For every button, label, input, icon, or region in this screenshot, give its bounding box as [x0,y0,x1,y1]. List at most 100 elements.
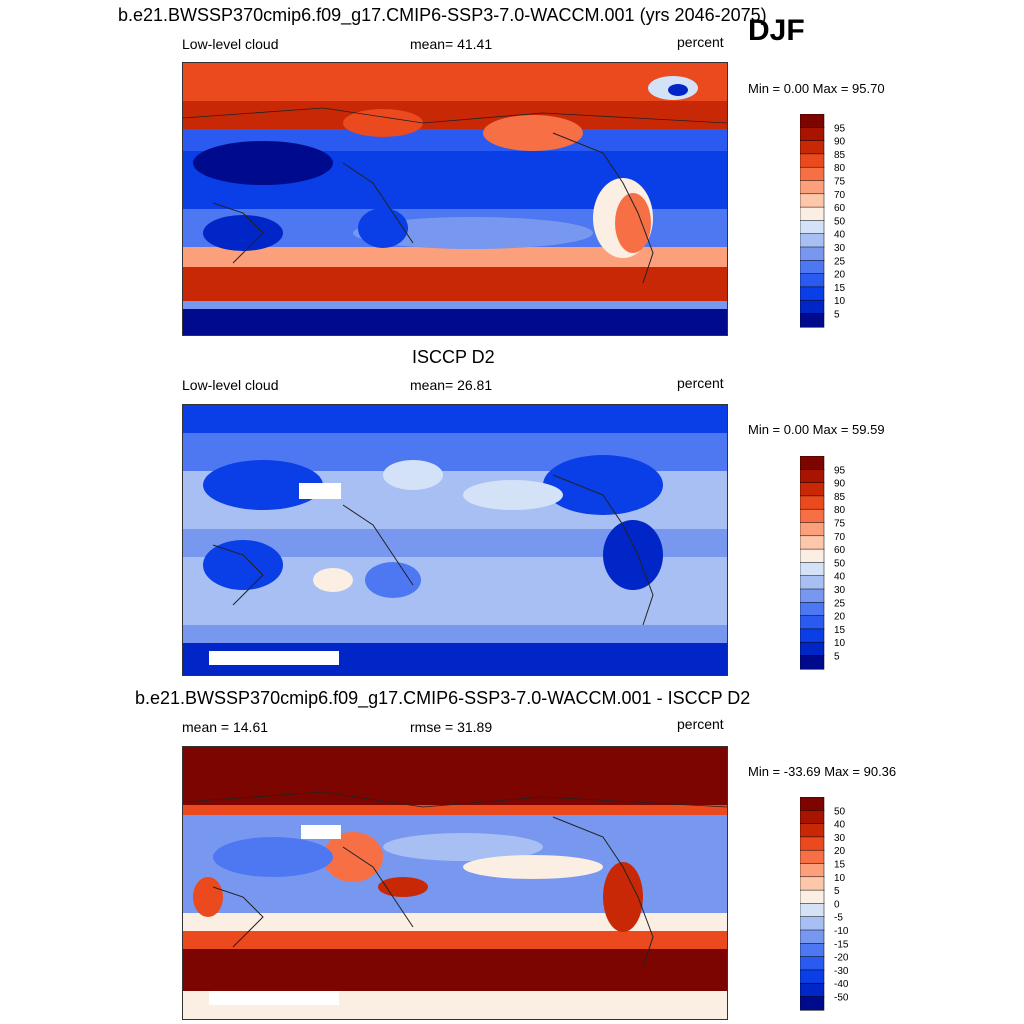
map-feature [193,141,333,185]
colorbar-box [800,140,825,155]
map-band [183,63,727,103]
colorbar-box [800,286,825,301]
colorbar-box [800,233,825,248]
colorbar-label: 20 [834,612,846,623]
colorbar-box [800,220,825,235]
colorbar-box [800,456,825,471]
colorbar-label: 40 [834,230,846,241]
missing-data [301,825,341,839]
missing-data [299,483,341,499]
colorbar-box [800,153,825,168]
panel3-title: b.e21.BWSSP370cmip6.f09_g17.CMIP6-SSP3-7… [135,688,751,708]
colorbar-box [800,655,825,670]
colorbar-label: 50 [834,558,846,569]
colorbar-label: 5 [834,652,840,663]
colorbar-box [800,495,825,510]
colorbar-box [800,522,825,537]
colorbar-box [800,548,825,564]
colorbar-box [800,810,825,825]
panel1-units: percent [677,34,724,50]
missing-data [209,991,339,1005]
map-feature [463,480,563,510]
colorbar-label: -5 [834,913,843,924]
panel2-variable: Low-level cloud [182,377,279,393]
map-band [183,101,727,131]
colorbar-label: 25 [834,256,846,267]
colorbar-label: -30 [834,966,849,977]
colorbar-box [800,114,825,129]
colorbar-box [800,823,825,838]
colorbar-box [800,641,825,657]
colorbar-box [800,602,825,617]
colorbar-box [800,535,825,550]
panel3-mean: mean = 14.61 [182,719,269,735]
map-feature [543,455,663,515]
map-band [183,247,727,269]
map-feature [203,215,283,251]
colorbar-label: 50 [834,216,846,227]
colorbar-box [800,313,825,328]
panel2-map [182,404,728,676]
colorbar-label: 0 [834,899,840,910]
colorbar-label: 30 [834,585,846,596]
colorbar-box [800,615,825,630]
colorbar-label: 75 [834,519,846,530]
colorbar-box [800,482,825,497]
colorbar-box [800,273,825,288]
colorbar-label: 40 [834,572,846,583]
colorbar-label: 70 [834,532,846,543]
colorbar-label: 90 [834,137,846,148]
colorbar-box [800,562,825,577]
panel1-colorbar: 95 90 85 80 75 70 60 50 40 30 25 20 15 10 5 [800,114,846,328]
map-feature [365,562,421,598]
colorbar-label: 40 [834,820,846,831]
map-band [183,625,727,645]
panel2-minmax: Min = 0.00 Max = 59.59 [748,422,885,437]
colorbar-label: 15 [834,860,846,871]
colorbar-label: -20 [834,953,849,964]
season-label: DJF [748,14,805,47]
colorbar-label: 85 [834,150,846,161]
colorbar-box [800,628,825,643]
colorbar-box [800,916,825,931]
map-feature [615,193,651,253]
map-feature [353,217,593,249]
colorbar-label: 15 [834,625,846,636]
colorbar-box [800,246,825,262]
panel2-colorbar: 95 90 85 80 75 70 60 50 40 30 25 20 15 10 5 [800,456,846,670]
colorbar-label: 70 [834,190,846,201]
map-feature [213,837,333,877]
colorbar-box [800,836,825,851]
colorbar-box [800,982,825,998]
colorbar-label: 80 [834,163,846,174]
colorbar-box [800,876,825,891]
map-band [183,931,727,951]
colorbar-box [800,903,825,918]
colorbar-label: 10 [834,296,846,307]
panel3-minmax: Min = -33.69 Max = 90.36 [748,764,897,779]
colorbar-box [800,127,825,142]
colorbar-box [800,508,825,524]
colorbar-box [800,969,825,984]
colorbar-label: 50 [834,806,846,817]
map-band [183,267,727,303]
panel1-variable: Low-level cloud [182,36,279,52]
panel1-mean: mean= 41.41 [410,36,493,52]
colorbar-box [800,260,825,275]
map-feature [483,115,583,151]
map-feature [203,540,283,590]
colorbar-label: 60 [834,545,846,556]
colorbar-label: -40 [834,979,849,990]
colorbar-label: 5 [834,310,840,321]
colorbar-label: 30 [834,243,846,254]
colorbar-box [800,797,825,812]
map-feature [668,84,688,96]
panel2-units: percent [677,375,724,391]
colorbar-label: 15 [834,283,846,294]
colorbar-box [800,996,825,1011]
colorbar-box [800,299,825,315]
colorbar-box [800,206,825,222]
map-feature [383,460,443,490]
colorbar-label: 75 [834,177,846,188]
